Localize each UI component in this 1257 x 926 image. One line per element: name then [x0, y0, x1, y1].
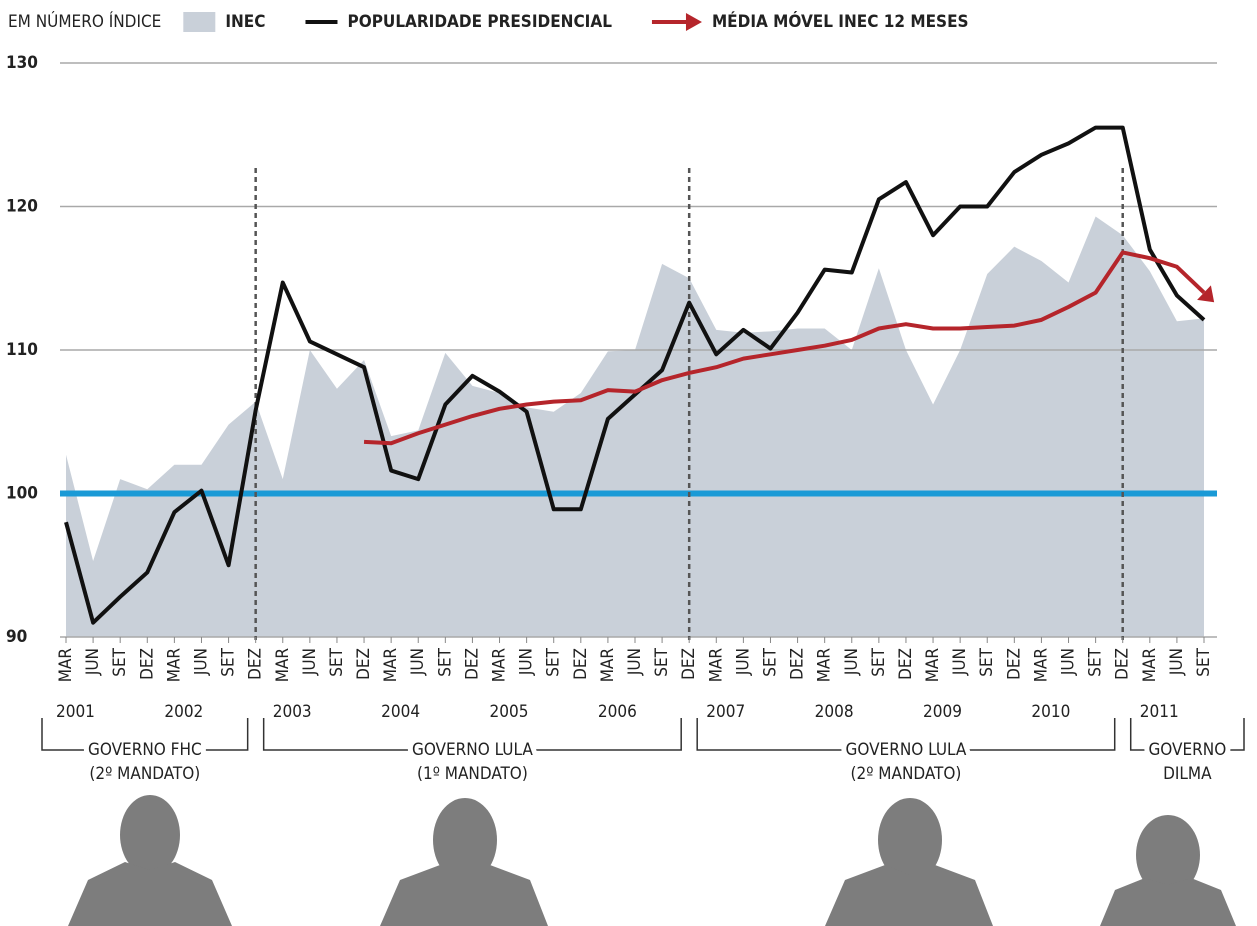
year-label: 2011 [1140, 702, 1179, 722]
area [66, 217, 1204, 637]
x-tick-label: MAR [706, 648, 726, 683]
term-name: GOVERNO LULA [412, 740, 533, 760]
x-tick-label: JUN [191, 648, 211, 676]
x-tick-label: SET [760, 647, 780, 676]
portrait-dilma [1100, 815, 1236, 926]
portraits [68, 795, 1236, 926]
x-tick-label: DEZ [246, 648, 266, 680]
y-axis-label: EM NÚMERO ÍNDICE [8, 10, 161, 32]
x-tick-label: SET [652, 647, 672, 676]
x-tick-label: DEZ [354, 648, 374, 680]
x-tick-label: DEZ [571, 648, 591, 680]
x-tick-label: MAR [56, 648, 76, 683]
term-detail: (2º MANDATO) [851, 764, 962, 784]
x-tick-label: JUN [1059, 648, 1079, 676]
x-tick-label: MAR [598, 648, 618, 683]
x-tick-label: DEZ [788, 648, 808, 680]
x-tick-label: SET [327, 647, 347, 676]
x-tick-label: JUN [1167, 648, 1187, 676]
term-detail: DILMA [1163, 764, 1212, 784]
x-tick-label: JUN [625, 648, 645, 676]
x-tick-label: DEZ [679, 648, 699, 680]
y-tick-label: 120 [6, 197, 38, 217]
x-tick-label: MAR [815, 648, 835, 683]
x-tick-label: MAR [381, 648, 401, 683]
term-detail: (2º MANDATO) [89, 764, 200, 784]
term-detail: (1º MANDATO) [417, 764, 528, 784]
year-label: 2009 [923, 702, 962, 722]
x-tick-label: JUN [842, 648, 862, 676]
plot-area [60, 63, 1217, 637]
x-tick-label: JUN [517, 648, 537, 676]
y-tick-label: 100 [6, 484, 38, 504]
x-tick-label: MAR [273, 648, 293, 683]
year-label: 2006 [598, 702, 637, 722]
x-tick-label: JUN [408, 648, 428, 676]
term-name: GOVERNO FHC [88, 740, 202, 760]
x-tick-label: SET [1086, 647, 1106, 676]
chart: EM NÚMERO ÍNDICE 90 100 110 120 130 MAR JUN SET… [0, 0, 1257, 926]
legend-label: INEC [225, 12, 265, 32]
x-tick-label: SET [977, 647, 997, 676]
x-tick-label: MAR [923, 648, 943, 683]
year-label: 2005 [490, 702, 529, 722]
portrait-lula-1 [380, 798, 548, 926]
x-tick-label: JUN [83, 648, 103, 676]
year-label: 2002 [164, 702, 203, 722]
year-label: 2004 [381, 702, 420, 722]
x-tick-label: DEZ [1113, 648, 1133, 680]
x-tick-label: DEZ [462, 648, 482, 680]
y-tick-label: 90 [6, 627, 27, 647]
legend-swatch [183, 12, 215, 32]
x-tick-label: JUN [300, 648, 320, 676]
x-tick-label: JUN [733, 648, 753, 676]
term-name: GOVERNO LULA [845, 740, 966, 760]
x-tick-label: SET [869, 647, 889, 676]
term-name: GOVERNO [1148, 740, 1226, 760]
portrait-lula-2 [825, 798, 993, 926]
year-label: 2003 [273, 702, 312, 722]
x-tick-label: SET [219, 647, 239, 676]
x-tick-label: SET [544, 647, 564, 676]
portrait-fhc [68, 795, 232, 926]
y-tick-label: 110 [6, 340, 38, 360]
legend-label: POPULARIDADE PRESIDENCIAL [347, 12, 612, 32]
x-tick-label: DEZ [137, 648, 157, 680]
year-label: 2001 [56, 702, 95, 722]
x-tick-label: DEZ [1004, 648, 1024, 680]
legend-label: MÉDIA MÓVEL INEC 12 MESES [712, 10, 969, 32]
x-tick-label: MAR [164, 648, 184, 683]
legend-arrow-head [686, 13, 702, 31]
x-tick-label: MAR [1140, 648, 1160, 683]
x-tick-label: SET [435, 647, 455, 676]
year-label: 2010 [1031, 702, 1070, 722]
x-tick-label: JUN [950, 648, 970, 676]
x-tick-label: SET [110, 647, 130, 676]
x-tick-label: MAR [1031, 648, 1051, 683]
x-tick-label: MAR [490, 648, 510, 683]
year-label: 2007 [706, 702, 745, 722]
x-tick-label: DEZ [896, 648, 916, 680]
year-label: 2008 [815, 702, 854, 722]
x-tick-label: SET [1194, 647, 1214, 676]
y-tick-label: 130 [6, 53, 38, 73]
